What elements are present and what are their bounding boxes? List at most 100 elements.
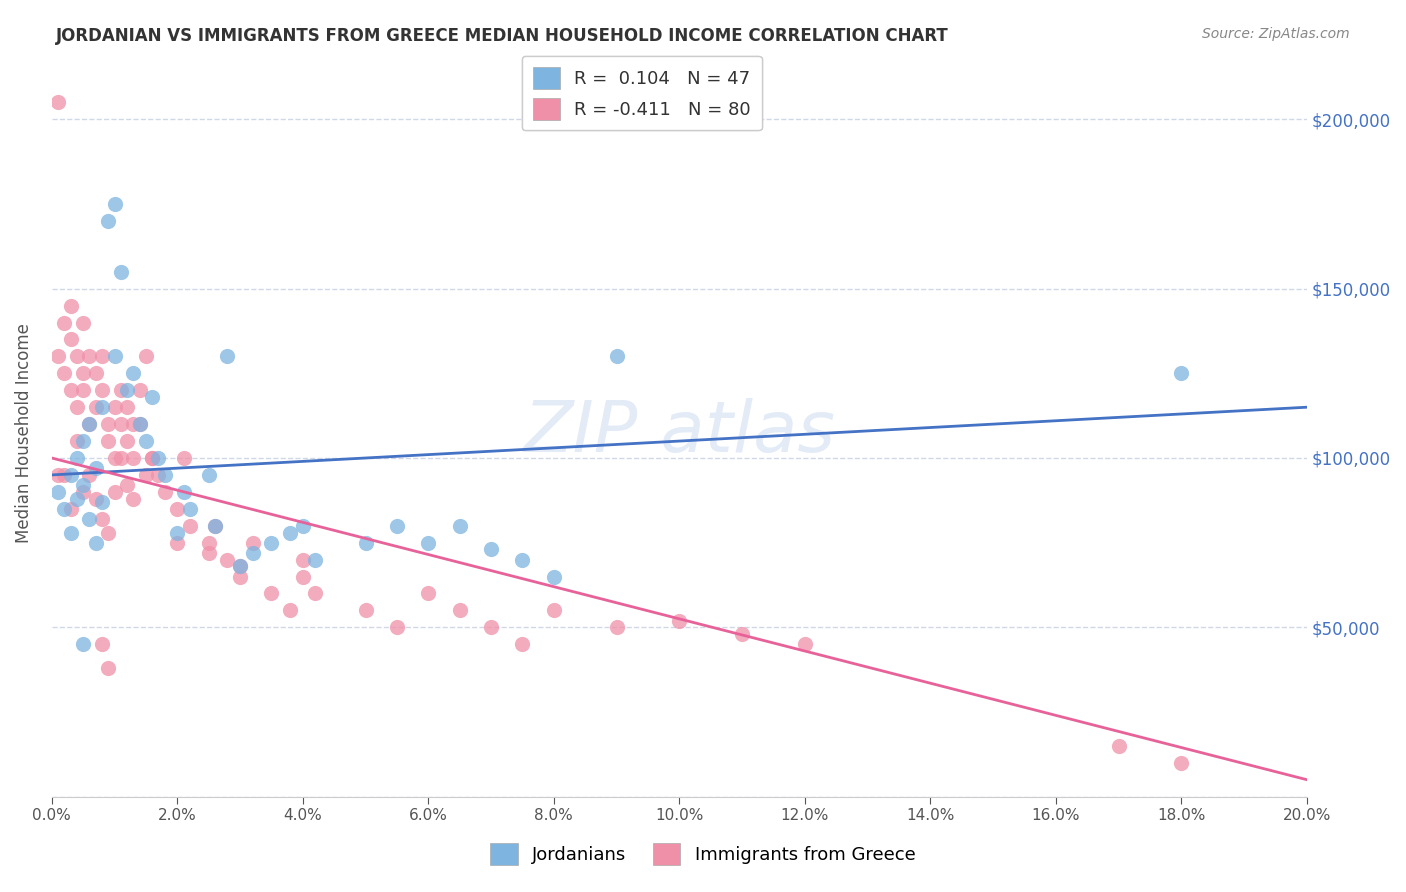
Point [153,467,176,482]
Point [97,434,120,448]
Point [543,569,565,583]
Point [66,400,89,414]
Point [512,637,534,651]
Point [229,569,252,583]
Point [59,333,82,347]
Point [84,367,107,381]
Point [110,384,132,398]
Point [179,518,201,533]
Point [66,434,89,448]
Point [385,620,408,634]
Point [72,367,94,381]
Point [354,535,377,549]
Point [354,603,377,617]
Point [53,316,76,330]
Point [141,390,163,404]
Point [103,197,125,211]
Point [72,484,94,499]
Point [793,637,815,651]
Point [173,450,195,465]
Point [103,450,125,465]
Point [128,384,150,398]
Point [479,542,502,557]
Point [122,367,145,381]
Point [135,350,157,364]
Point [204,518,226,533]
Point [731,627,754,641]
Point [606,350,628,364]
Point [66,491,89,506]
Point [66,350,89,364]
Point [84,491,107,506]
Point [512,552,534,566]
Point [72,384,94,398]
Point [543,603,565,617]
Point [53,367,76,381]
Point [91,350,114,364]
Point [135,467,157,482]
Point [166,501,188,516]
Point [59,384,82,398]
Point [110,417,132,431]
Point [304,586,326,600]
Point [53,501,76,516]
Point [173,484,195,499]
Point [217,552,239,566]
Legend: Jordanians, Immigrants from Greece: Jordanians, Immigrants from Greece [481,834,925,874]
Point [1170,756,1192,770]
Point [46,350,69,364]
Point [72,316,94,330]
Point [79,417,101,431]
Point [79,512,101,526]
Point [128,417,150,431]
Point [72,637,94,651]
Point [204,518,226,533]
Text: JORDANIAN VS IMMIGRANTS FROM GREECE MEDIAN HOUSEHOLD INCOME CORRELATION CHART: JORDANIAN VS IMMIGRANTS FROM GREECE MEDI… [56,27,949,45]
Point [110,450,132,465]
Point [59,467,82,482]
Point [91,495,114,509]
Point [103,350,125,364]
Point [91,384,114,398]
Point [91,637,114,651]
Point [606,620,628,634]
Point [79,417,101,431]
Point [278,525,301,540]
Point [59,501,82,516]
Point [97,525,120,540]
Point [479,620,502,634]
Point [197,535,219,549]
Point [197,546,219,560]
Point [66,450,89,465]
Point [291,569,314,583]
Point [122,417,145,431]
Point [141,450,163,465]
Point [418,535,440,549]
Point [242,546,264,560]
Point [115,384,138,398]
Point [115,434,138,448]
Point [103,484,125,499]
Point [115,400,138,414]
Point [97,214,120,228]
Point [97,417,120,431]
Point [148,450,170,465]
Point [217,350,239,364]
Point [304,552,326,566]
Point [449,518,471,533]
Point [46,484,69,499]
Point [229,559,252,574]
Text: Source: ZipAtlas.com: Source: ZipAtlas.com [1202,27,1350,41]
Text: ZIP atlas: ZIP atlas [523,398,835,467]
Point [103,400,125,414]
Point [197,467,219,482]
Point [179,501,201,516]
Point [91,400,114,414]
Point [668,614,690,628]
Point [122,491,145,506]
Point [166,535,188,549]
Point [1170,367,1192,381]
Point [229,559,252,574]
Point [418,586,440,600]
Point [46,95,69,110]
